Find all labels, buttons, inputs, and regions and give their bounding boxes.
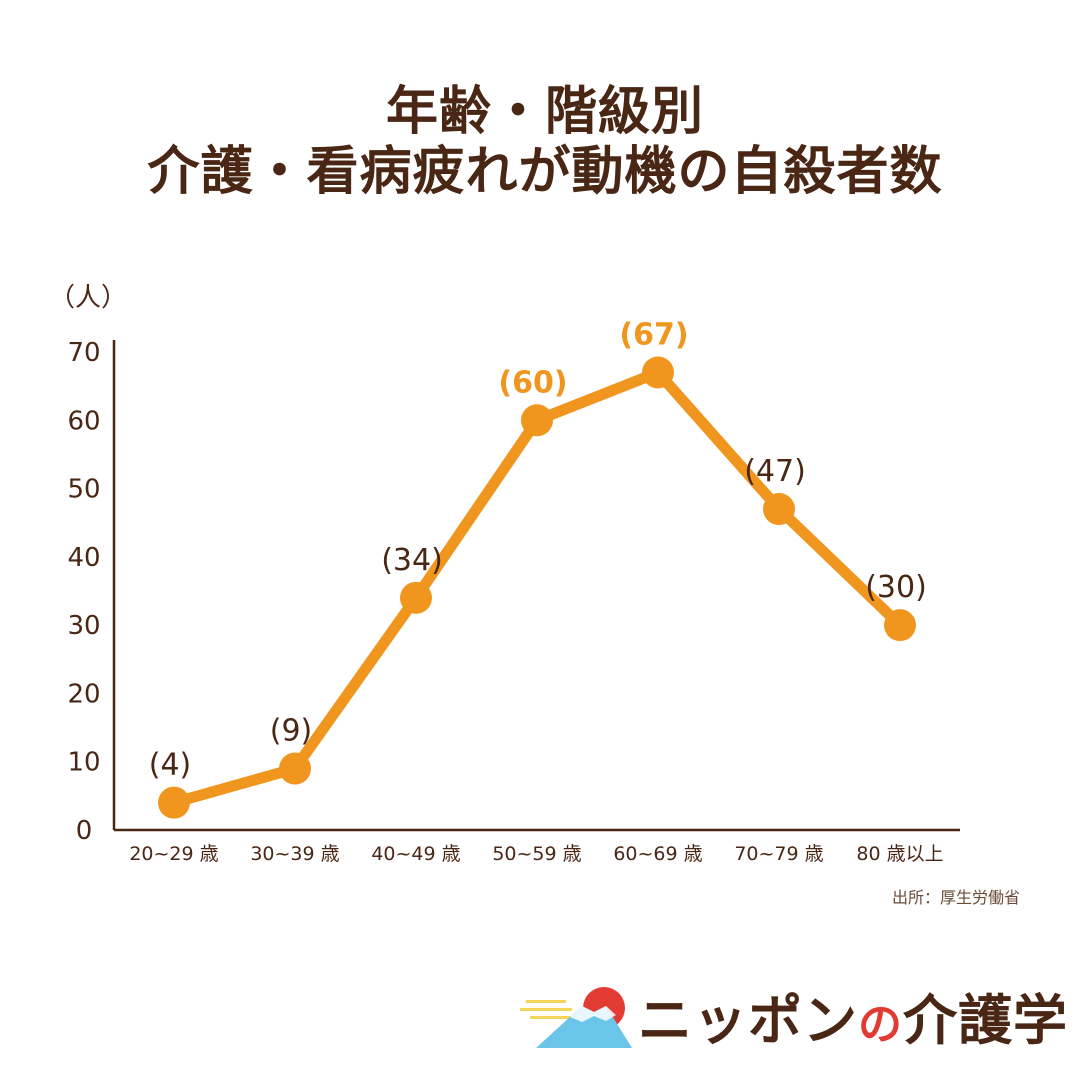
data-point	[158, 786, 190, 819]
logo-text-part2: 介護学	[903, 989, 1068, 1052]
data-point	[521, 404, 553, 437]
logo-text-no: の	[858, 999, 903, 1050]
data-label: (30)	[865, 570, 927, 605]
y-tick-label: 70	[67, 338, 100, 368]
data-label: (9)	[270, 714, 313, 749]
y-tick-label: 20	[67, 679, 100, 709]
x-tick-label: 80 歳以上	[856, 843, 943, 865]
x-tick-label: 30~39 歳	[250, 843, 339, 865]
y-tick-label: 50	[67, 475, 100, 505]
y-tick-label: 40	[67, 543, 100, 573]
data-label: (34)	[381, 543, 443, 578]
y-tick-label: 30	[67, 611, 100, 641]
data-label: (67)	[619, 317, 688, 352]
y-axis-label: （人）	[49, 283, 127, 313]
y-tick-label: 60	[67, 406, 100, 436]
chart-title-line1: 年齢・階級別	[385, 82, 704, 142]
x-tick-label: 60~69 歳	[613, 843, 702, 865]
y-tick-label: 10	[67, 748, 100, 778]
x-tick-label: 20~29 歳	[129, 843, 218, 865]
x-tick-label: 50~59 歳	[492, 843, 581, 865]
y-tick-label: 0	[76, 816, 93, 846]
line-chart: （人） 0 10 20 30 40 50 60 70 20~29 歳 30~39 歳 40~49 歳 5…	[49, 283, 960, 865]
data-point	[400, 581, 432, 614]
logo-text-part1: ニッポン	[638, 989, 858, 1052]
data-label: (60)	[498, 365, 567, 400]
data-label: (47)	[744, 454, 806, 489]
data-label: (4)	[149, 748, 192, 783]
data-point	[279, 752, 311, 785]
source-note: 出所：厚生労働省	[891, 888, 1020, 907]
brand-logo[interactable]: ニッポンの介護学	[520, 980, 1068, 1060]
mount-fuji-sun-icon	[520, 987, 632, 1048]
data-point	[642, 356, 674, 389]
x-tick-label: 70~79 歳	[734, 843, 823, 865]
x-tick-label: 40~49 歳	[371, 843, 460, 865]
data-point	[763, 493, 795, 526]
data-point	[884, 609, 916, 642]
chart-title-line2: 介護・看病疲れが動機の自殺者数	[147, 142, 943, 202]
logo-text: ニッポンの介護学	[638, 986, 1068, 1060]
